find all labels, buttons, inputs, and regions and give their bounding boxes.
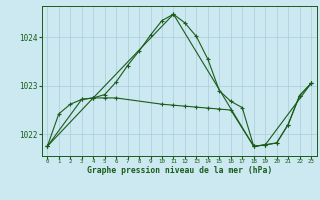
X-axis label: Graphe pression niveau de la mer (hPa): Graphe pression niveau de la mer (hPa) bbox=[87, 166, 272, 175]
